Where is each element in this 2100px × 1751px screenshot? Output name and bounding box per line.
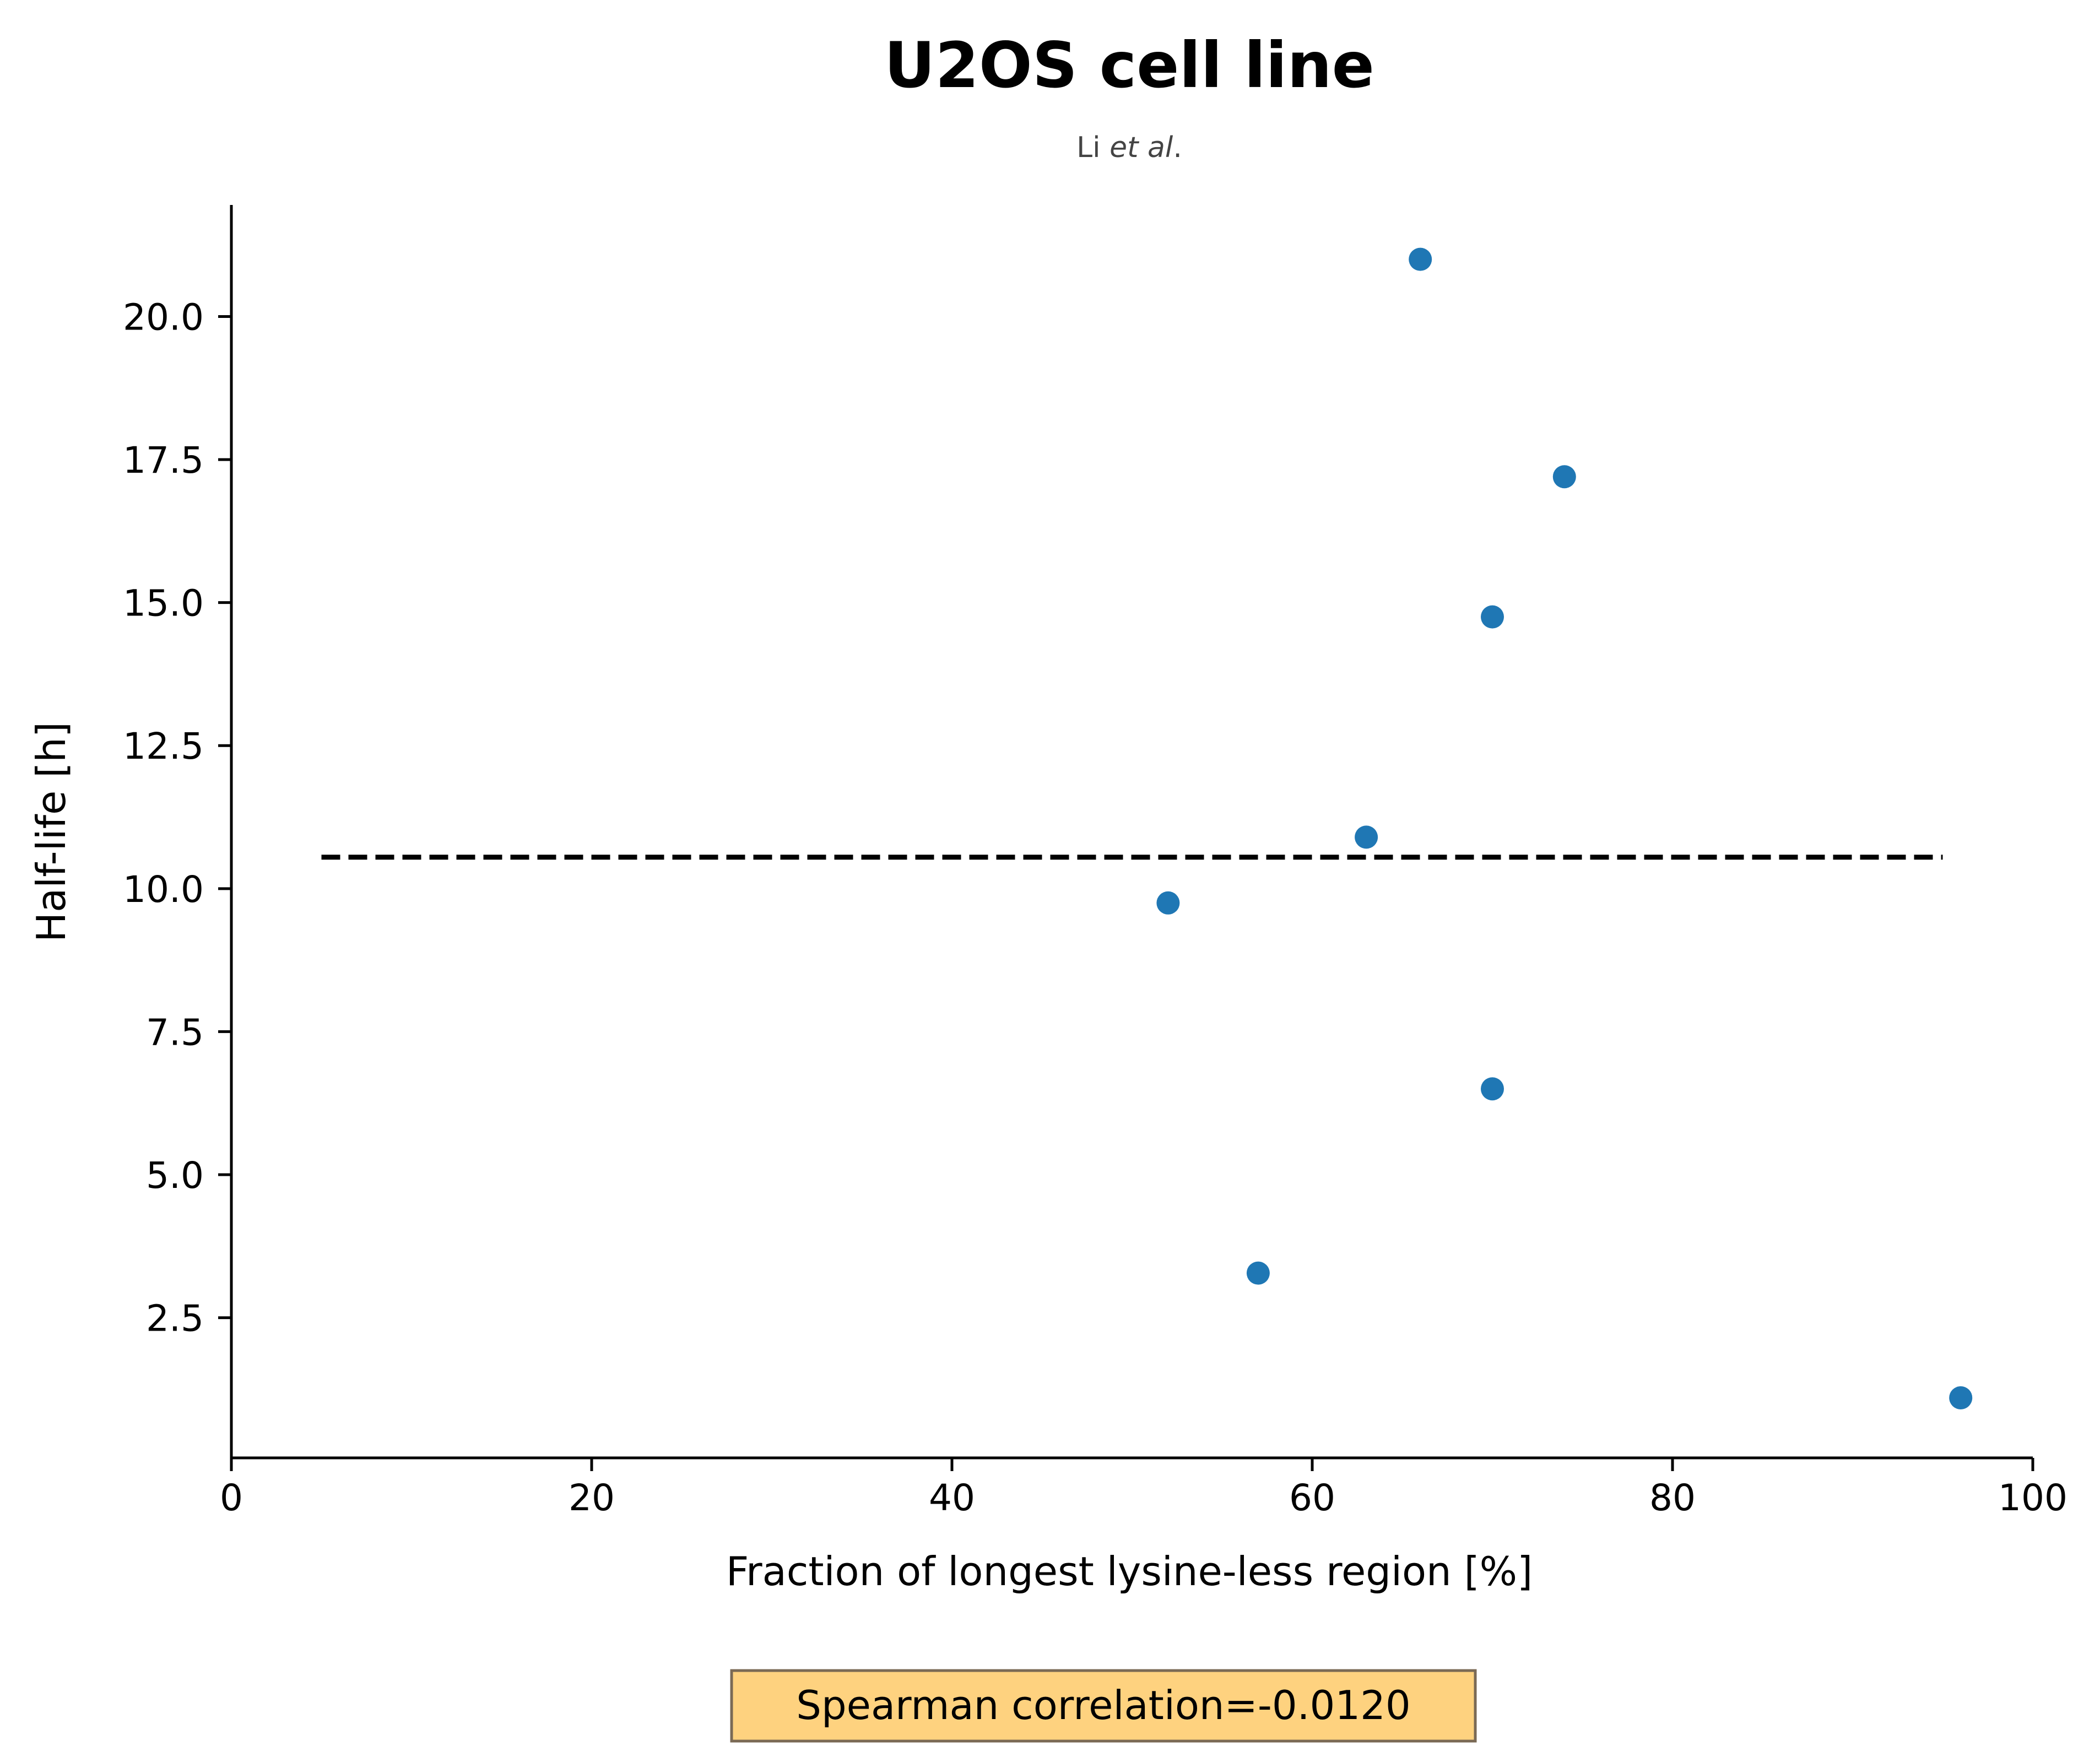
x-tick-label: 20 xyxy=(569,1477,615,1519)
x-tick-label: 60 xyxy=(1289,1477,1335,1519)
x-tick-label: 100 xyxy=(1998,1477,2067,1519)
annotation-box xyxy=(730,1669,1477,1743)
data-point xyxy=(1481,605,1504,629)
subtitle-author: Li xyxy=(1076,131,1109,164)
data-point xyxy=(1156,891,1180,915)
chart-subtitle: Li et al. xyxy=(1076,131,1182,164)
y-tick-label: 7.5 xyxy=(146,1011,204,1053)
plot-area: 0 20 40 60 80 100 2.5 5.0 7.5 10.0 12.5 15.0 17.5 20.… xyxy=(123,205,2067,1519)
y-tick-label: 15.0 xyxy=(123,582,204,625)
y-tick-label: 17.5 xyxy=(123,439,204,482)
data-point xyxy=(1949,1386,1973,1409)
x-axis-label: Fraction of longest lysine-less region [… xyxy=(726,1548,1533,1595)
x-tick-label: 80 xyxy=(1649,1477,1696,1519)
data-point xyxy=(1481,1077,1504,1101)
x-tick-label: 40 xyxy=(929,1477,975,1519)
y-tick-label: 2.5 xyxy=(146,1298,204,1340)
data-point xyxy=(1409,247,1432,271)
y-axis-label: Half-life [h] xyxy=(28,722,74,942)
subtitle-et-al: et al xyxy=(1109,131,1173,164)
data-point xyxy=(1552,465,1576,489)
data-point xyxy=(1355,825,1378,849)
y-tick-label: 12.5 xyxy=(123,725,204,768)
y-tick-label: 5.0 xyxy=(146,1154,204,1197)
x-tick-label: 0 xyxy=(220,1477,243,1519)
subtitle-period: . xyxy=(1173,131,1182,164)
chart-title: U2OS cell line xyxy=(884,29,1374,102)
y-tick-label: 20.0 xyxy=(123,296,204,338)
y-tick-label: 10.0 xyxy=(123,868,204,911)
data-point xyxy=(1246,1261,1270,1285)
spearman-annotation: Spearman correlation=-0.0120 xyxy=(796,1682,1411,1728)
